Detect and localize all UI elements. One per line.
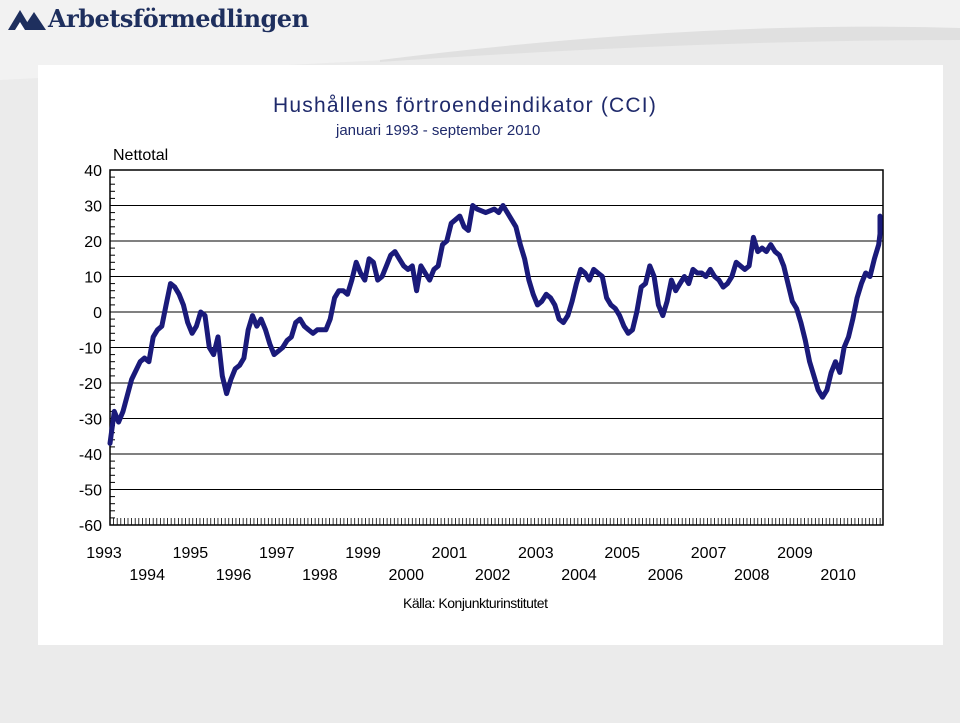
- x-tick-label: 2006: [648, 567, 684, 584]
- x-tick-label: 1997: [259, 545, 295, 562]
- x-tick-label: 2007: [691, 545, 727, 562]
- x-tick-label: 1999: [345, 545, 381, 562]
- x-tick-label: 1994: [129, 567, 165, 584]
- x-tick-label: 1993: [86, 545, 122, 562]
- cci-line-chart: Hushållens förtroendeindikator (CCI) jan…: [79, 94, 884, 611]
- y-tick-label: -30: [79, 412, 102, 429]
- y-tick-label: 0: [93, 305, 102, 322]
- x-tick-label: 1995: [173, 545, 209, 562]
- x-tick-label: 2005: [604, 545, 640, 562]
- y-tick-label: -50: [79, 483, 102, 500]
- brand-name: Arbetsförmedlingen: [48, 4, 309, 33]
- cci-series-line: [107, 203, 883, 446]
- x-tick-label: 2003: [518, 545, 554, 562]
- x-tick-label: 1998: [302, 567, 338, 584]
- x-tick-label: 1996: [216, 567, 252, 584]
- x-tick-label: 2000: [388, 567, 424, 584]
- brand-mark-icon: [8, 9, 46, 30]
- source-note: Källa: Konjunkturinstitutet: [403, 595, 548, 611]
- chart-title: Hushållens förtroendeindikator (CCI): [273, 94, 657, 117]
- y-tick-label: 10: [84, 270, 102, 287]
- y-tick-label: 20: [84, 234, 102, 251]
- y-tick-label: -60: [79, 518, 102, 535]
- x-tick-label: 2002: [475, 567, 511, 584]
- y-axis-label: Nettotal: [113, 147, 168, 164]
- chart-subtitle: januari 1993 - september 2010: [335, 122, 540, 139]
- y-axis-ticks: 40 30 20 10 0 -10 -20 -30 -40 -50 -60: [79, 163, 115, 535]
- y-tick-label: 40: [84, 163, 102, 180]
- y-tick-label: -40: [79, 447, 102, 464]
- x-tick-label: 2010: [820, 567, 856, 584]
- y-tick-label: -20: [79, 376, 102, 393]
- y-tick-label: 30: [84, 199, 102, 216]
- brand-logo: Arbetsförmedlingen: [6, 4, 309, 33]
- chart-card: Hushållens förtroendeindikator (CCI) jan…: [38, 65, 943, 645]
- x-tick-label: 2008: [734, 567, 770, 584]
- x-tick-label: 2009: [777, 545, 813, 562]
- x-tick-label: 2004: [561, 567, 597, 584]
- x-tick-label: 2001: [432, 545, 468, 562]
- x-axis-ticks: 1993 1995 1997 1999 2001 2003 2005 2007 2009 1994…: [86, 518, 881, 584]
- y-tick-label: -10: [79, 341, 102, 358]
